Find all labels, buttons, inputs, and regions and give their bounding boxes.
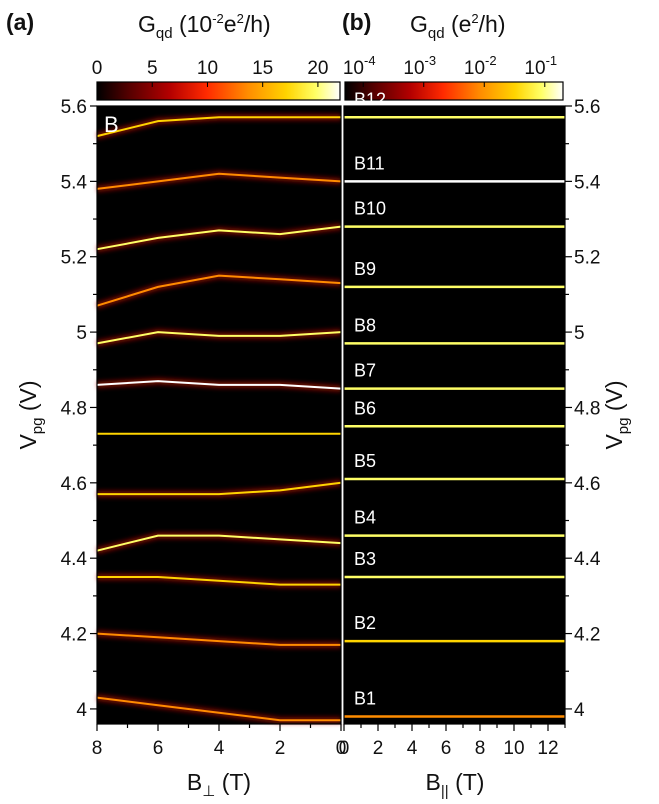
panel-a-trace: [96, 331, 342, 345]
panel-b-traces: [344, 112, 565, 722]
panel-a-corner-label: B: [104, 112, 119, 137]
state-label: B10: [354, 199, 386, 219]
panel-a-ytick-label: 4: [76, 700, 87, 721]
panel-b-letter: (b): [342, 9, 371, 35]
panel-a-trace: [96, 534, 342, 552]
state-label: B11: [354, 153, 385, 173]
colorbar-a-title: Gqd (10-2e2/h): [138, 11, 271, 42]
panel-b-ytick-label: 4.8: [574, 398, 600, 419]
panel-a-plot-area: [97, 106, 341, 724]
state-label: B5: [354, 451, 376, 471]
panel-a-xtick-label: 6: [153, 738, 164, 759]
panel-b-ytick-label: 5: [574, 323, 585, 344]
colorbar-a-tick-label: 15: [252, 58, 273, 79]
state-label: B8: [354, 315, 376, 335]
panel-a-trace: [97, 481, 342, 496]
panel-a-xtick-label: 0: [336, 738, 347, 759]
state-label: B9: [354, 259, 376, 279]
panel-b-ytick-label: 5.6: [574, 97, 600, 118]
panel-a-ytick-label: 4.8: [61, 398, 87, 419]
panel-a-xtick-label: 2: [275, 738, 286, 759]
colorbar-b-tick-label: 10-1: [524, 53, 557, 79]
panel-a-trace: [96, 274, 342, 307]
panel-a-trace: [96, 380, 342, 390]
panel-b-ytick-label: 4: [574, 700, 585, 721]
panel-a-ytick-label: 5.6: [61, 97, 87, 118]
panel-b-xtick-label: 2: [373, 738, 384, 759]
state-label: B2: [354, 613, 376, 633]
panel-a-frame: [96, 105, 342, 725]
panel-b-ytick-label: 5.2: [574, 248, 600, 269]
colorbar-a-ticks: [96, 82, 319, 87]
state-label: B3: [354, 549, 376, 569]
panel-a-ytick-label: 4.6: [61, 474, 87, 495]
panel-b-xtick-label: 4: [407, 738, 418, 759]
colorbar-b-tick-labels: 10-4 10-3 10-2 10-1: [343, 53, 557, 79]
colorbar-b-tick-label: 10-4: [343, 53, 376, 79]
panel-b-ytick-label: 4.6: [574, 474, 600, 495]
panel-b-xtick-label: 0: [339, 738, 350, 759]
panel-b-ytick-label: 4.4: [574, 549, 601, 570]
panel-b-xtick-label: 10: [503, 738, 524, 759]
colorbar-a-tick-label: 5: [147, 58, 158, 79]
colorbar-b-title: Gqd (e2/h): [410, 11, 506, 42]
axis-ticks: [90, 105, 572, 731]
panel-a-ytick-label: 5.4: [61, 172, 88, 193]
panel-a-trace: [96, 225, 342, 251]
colorbar-a-tick-label: 20: [307, 58, 328, 79]
panel-b-frame: [343, 105, 566, 725]
panel-b-xlabel: B|| (T): [426, 769, 485, 800]
panel-a-ytick-label: 4.4: [61, 549, 88, 570]
colorbar-a-tick-label: 10: [197, 58, 218, 79]
panel-b-plot-area: [344, 106, 565, 724]
panel-a-ylabel: Vpg (V): [15, 380, 46, 449]
panel-a-trace: [96, 632, 341, 646]
panel-a-trace: [96, 116, 341, 138]
panel-a-trace: [97, 576, 341, 586]
state-label: B4: [354, 508, 376, 528]
panel-b-xtick-label: 8: [475, 738, 486, 759]
panel-a-traces: [95, 113, 342, 724]
panel-a-ytick-label: 4.2: [61, 625, 87, 646]
colorbar-a: [96, 81, 341, 101]
panel-a-trace: [96, 696, 341, 722]
state-labels: B1 B2 B3 B4 B5 B6 B7 B8 B9 B10 B11 B12: [354, 89, 386, 708]
panel-a-xtick-label: 8: [92, 738, 103, 759]
colorbar-a-tick-labels: 0 5 10 15 20: [92, 58, 329, 79]
colorbar-b-ticks: [362, 82, 546, 87]
colorbar-b-tick-label: 10-2: [464, 53, 497, 79]
panel-a-xtick-label: 4: [214, 738, 225, 759]
panel-a-trace: [96, 172, 342, 190]
panel-a-ytick-label: 5.2: [61, 248, 87, 269]
colorbar-b-tick-label: 10-3: [403, 53, 436, 79]
panel-b-xtick-label: 6: [441, 738, 452, 759]
panel-a-ytick-label: 5: [76, 323, 87, 344]
colorbar-a-tick-label: 0: [92, 58, 103, 79]
state-label: B12: [354, 89, 386, 109]
panel-a-xlabel: B⊥ (T): [187, 769, 251, 800]
colorbar-b: [344, 81, 564, 101]
panel-a-letter: (a): [6, 9, 34, 35]
panel-b-xtick-label: 12: [537, 738, 558, 759]
axis-tick-labels: 4 4 4.2 4.2 4.4 4.4 4.6 4.6 4.8 4.8 5 5 5.2 5.2 5.4 5.4…: [61, 97, 601, 759]
state-label: B7: [354, 361, 376, 381]
state-label: B1: [354, 688, 376, 708]
panel-b-ytick-label: 5.4: [574, 172, 601, 193]
state-label: B6: [354, 398, 376, 418]
panel-b-ytick-label: 4.2: [574, 625, 600, 646]
panel-b-ylabel: Vpg (V): [601, 380, 632, 449]
